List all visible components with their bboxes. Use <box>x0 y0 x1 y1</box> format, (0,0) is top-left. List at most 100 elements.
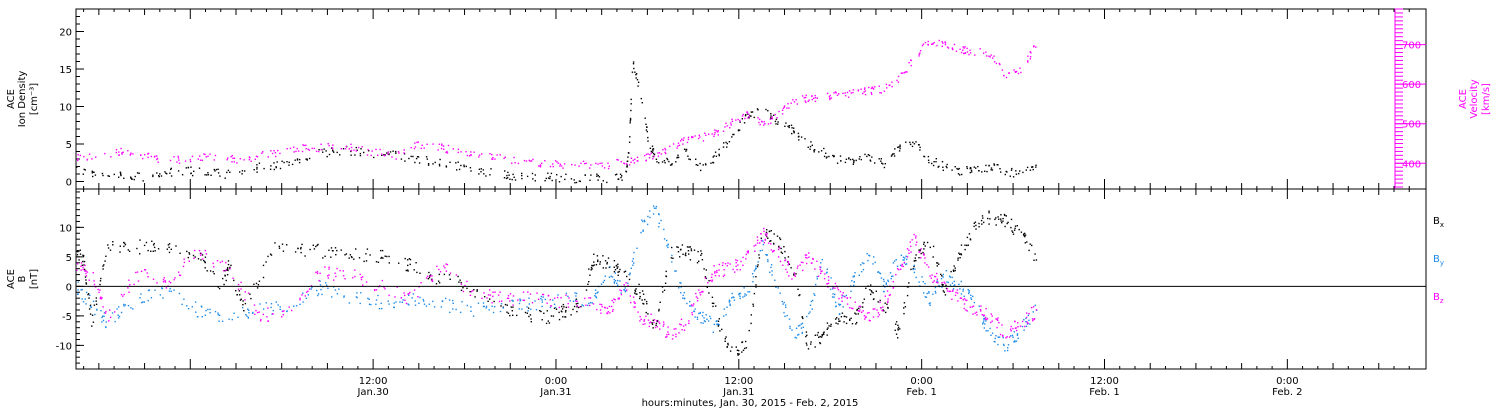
data-point <box>648 322 651 324</box>
data-point <box>980 305 982 307</box>
data-point <box>613 266 615 268</box>
data-point <box>667 246 669 249</box>
data-point <box>819 335 821 338</box>
data-point <box>363 260 365 263</box>
data-point <box>648 157 651 159</box>
data-point <box>359 302 361 305</box>
data-point <box>328 268 330 270</box>
data-point <box>892 287 894 289</box>
data-point <box>665 275 667 277</box>
data-point <box>150 155 152 158</box>
data-point <box>199 254 202 256</box>
data-point <box>629 122 631 124</box>
data-point <box>895 333 898 335</box>
data-point <box>663 323 665 325</box>
data-point <box>941 282 943 284</box>
data-point <box>753 245 755 247</box>
data-point <box>900 72 903 74</box>
data-point <box>192 174 194 177</box>
data-point <box>760 240 763 242</box>
data-point <box>723 274 726 276</box>
data-point <box>806 334 808 336</box>
data-point <box>984 323 986 325</box>
data-point <box>990 334 992 336</box>
data-point <box>295 150 297 153</box>
data-point <box>94 313 96 316</box>
data-point <box>807 100 809 102</box>
data-point <box>597 163 599 165</box>
data-point <box>869 289 871 291</box>
data-point <box>623 271 626 273</box>
data-point <box>832 286 834 288</box>
data-point <box>994 341 996 343</box>
data-point <box>858 158 860 160</box>
data-point <box>664 151 666 154</box>
data-point <box>1013 69 1015 71</box>
data-point <box>507 171 509 174</box>
data-point <box>447 144 450 147</box>
data-point <box>816 334 819 336</box>
data-point <box>105 255 107 257</box>
data-point <box>671 164 673 166</box>
data-point <box>541 305 543 308</box>
data-point <box>575 181 578 184</box>
data-point <box>491 153 493 156</box>
data-point <box>791 127 793 129</box>
data-point <box>540 297 542 300</box>
data-point <box>669 145 671 148</box>
data-point <box>899 147 901 150</box>
data-point <box>937 281 939 283</box>
data-point <box>87 293 89 296</box>
data-point <box>897 328 899 330</box>
data-point <box>755 276 757 278</box>
data-point <box>419 296 421 299</box>
data-point <box>132 308 134 310</box>
data-point <box>105 310 107 313</box>
data-point <box>714 275 717 277</box>
data-point <box>95 300 97 302</box>
data-point <box>342 270 344 272</box>
data-point <box>949 276 952 278</box>
data-point <box>712 156 714 158</box>
data-point <box>826 328 828 330</box>
data-point <box>275 155 277 158</box>
data-point <box>793 274 795 276</box>
data-point <box>687 155 689 157</box>
data-point <box>868 86 870 89</box>
data-point <box>529 314 532 316</box>
data-point <box>747 113 749 115</box>
data-point <box>336 249 338 252</box>
data-point <box>348 257 350 259</box>
data-point <box>91 325 93 327</box>
data-point <box>965 309 967 311</box>
data-point <box>968 290 970 292</box>
data-point <box>631 260 634 262</box>
data-point <box>160 175 163 177</box>
data-point <box>614 272 616 274</box>
data-point <box>1014 341 1016 343</box>
data-point <box>805 331 808 333</box>
data-point <box>623 284 625 286</box>
data-point <box>607 162 609 164</box>
data-point <box>937 282 939 284</box>
data-point <box>318 149 320 151</box>
data-point <box>83 168 85 171</box>
data-point <box>942 166 944 168</box>
data-point <box>381 307 383 310</box>
data-point <box>388 255 390 258</box>
data-point <box>469 291 471 293</box>
data-point <box>639 292 641 294</box>
data-point <box>682 139 685 141</box>
data-point <box>565 292 568 295</box>
data-point <box>601 162 603 164</box>
data-point <box>512 173 514 176</box>
data-point <box>777 123 779 125</box>
data-point <box>903 312 905 315</box>
data-point <box>683 329 686 331</box>
data-point <box>177 170 180 172</box>
data-point <box>415 157 418 160</box>
data-point <box>689 246 691 248</box>
data-point <box>83 268 86 271</box>
data-point <box>589 179 591 181</box>
